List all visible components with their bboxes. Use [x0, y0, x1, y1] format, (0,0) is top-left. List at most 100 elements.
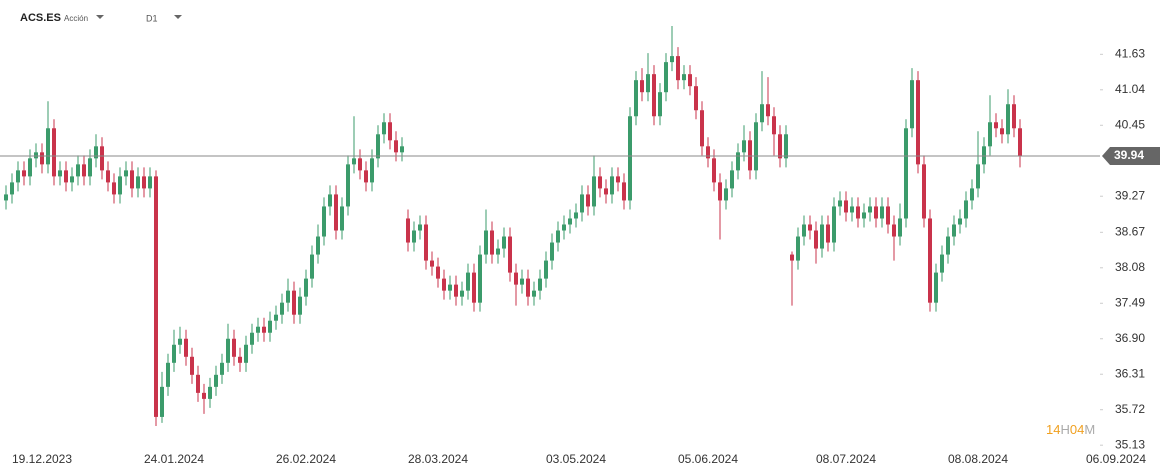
candle-body: [1018, 128, 1022, 156]
candle-body: [862, 212, 866, 219]
candle-body: [514, 272, 518, 285]
candle-body: [778, 134, 782, 159]
dropdown-arrow[interactable]: [96, 15, 104, 19]
candle-body: [586, 194, 590, 207]
countdown-minutes: 04: [1070, 422, 1084, 437]
candle-body: [508, 236, 512, 273]
candle-body: [982, 146, 986, 165]
candle-body: [202, 392, 206, 399]
candle-body: [184, 338, 188, 357]
candle-body: [112, 182, 116, 195]
candle-body: [448, 284, 452, 291]
candle-body: [346, 164, 350, 207]
candle-body: [262, 326, 266, 333]
candle-body: [706, 146, 710, 159]
candle-body: [16, 170, 20, 183]
instrument-type: Acción: [64, 14, 88, 23]
candle-body: [952, 224, 956, 237]
candle-body: [538, 278, 542, 291]
y-tick-label: 36.90: [1115, 331, 1145, 345]
candle-body: [652, 74, 656, 117]
countdown: 14H04M: [1046, 422, 1095, 437]
candle-body: [946, 236, 950, 255]
candle-body: [928, 218, 932, 303]
candle-body: [412, 230, 416, 243]
candle-body: [40, 152, 44, 165]
candle-body: [82, 164, 86, 177]
countdown-unit: H: [1060, 422, 1069, 437]
candle-body: [388, 122, 392, 141]
candle-body: [736, 152, 740, 171]
x-tick-label: 06.09.2024: [1086, 452, 1146, 466]
candle-body: [52, 128, 56, 177]
candle-body: [310, 254, 314, 279]
candle-body: [76, 164, 80, 177]
candle-body: [868, 206, 872, 213]
candle-body: [532, 290, 536, 297]
x-tick-label: 24.01.2024: [144, 452, 204, 466]
candle-body: [280, 302, 284, 315]
candle-body: [718, 182, 722, 201]
candle-body: [628, 116, 632, 201]
candle-body: [694, 86, 698, 111]
candle-body: [784, 134, 788, 159]
candle-body: [340, 206, 344, 231]
candle-body: [154, 176, 158, 417]
candle-body: [964, 200, 968, 219]
candle-body: [358, 158, 362, 171]
candle-body: [4, 194, 8, 201]
candle-body: [640, 80, 644, 93]
candle-body: [298, 296, 302, 315]
x-tick-label: 26.02.2024: [276, 452, 336, 466]
y-tick-label: 38.67: [1115, 224, 1145, 238]
candle-body: [568, 218, 572, 225]
candle-body: [370, 158, 374, 183]
candle-body: [592, 176, 596, 207]
candle-body: [646, 74, 650, 93]
candle-body: [544, 260, 548, 279]
dropdown-arrow[interactable]: [174, 15, 182, 19]
candle-body: [64, 170, 68, 183]
candle-body: [676, 56, 680, 81]
candle-body: [658, 92, 662, 117]
candle-body: [136, 176, 140, 189]
x-tick-label: 28.03.2024: [408, 452, 468, 466]
candle-body: [724, 188, 728, 201]
y-tick-label: 41.63: [1115, 46, 1145, 60]
candle-body: [166, 362, 170, 387]
candle-body: [844, 200, 848, 213]
x-tick-label: 08.08.2024: [948, 452, 1008, 466]
candle-body: [1006, 104, 1010, 135]
candle-body: [940, 254, 944, 273]
candle-body: [274, 314, 278, 321]
candle-body: [10, 182, 14, 195]
candle-body: [226, 338, 230, 363]
candle-body: [688, 74, 692, 87]
candle-body: [988, 122, 992, 147]
candle-body: [748, 140, 752, 171]
candle-body: [190, 356, 194, 375]
candle-body: [850, 206, 854, 213]
candle-body: [292, 290, 296, 315]
timeframe[interactable]: D1: [146, 13, 158, 23]
candle-body: [208, 386, 212, 399]
countdown-unit: M: [1084, 422, 1095, 437]
candle-body: [466, 272, 470, 291]
candle-body: [454, 284, 458, 297]
candle-body: [520, 278, 524, 285]
candle-body: [898, 218, 902, 237]
candle-body: [670, 56, 674, 63]
candle-body: [100, 146, 104, 171]
candle-body: [382, 122, 386, 135]
candle-body: [322, 206, 326, 237]
y-tick-label: 40.45: [1115, 117, 1145, 131]
countdown-hours: 14: [1046, 422, 1060, 437]
candle-body: [772, 116, 776, 135]
x-tick-label: 19.12.2023: [12, 452, 72, 466]
candle-body: [304, 278, 308, 297]
candle-body: [700, 110, 704, 147]
candle-body: [436, 266, 440, 279]
candle-body: [958, 218, 962, 225]
candle-body: [526, 278, 530, 297]
candle-body: [874, 206, 878, 219]
